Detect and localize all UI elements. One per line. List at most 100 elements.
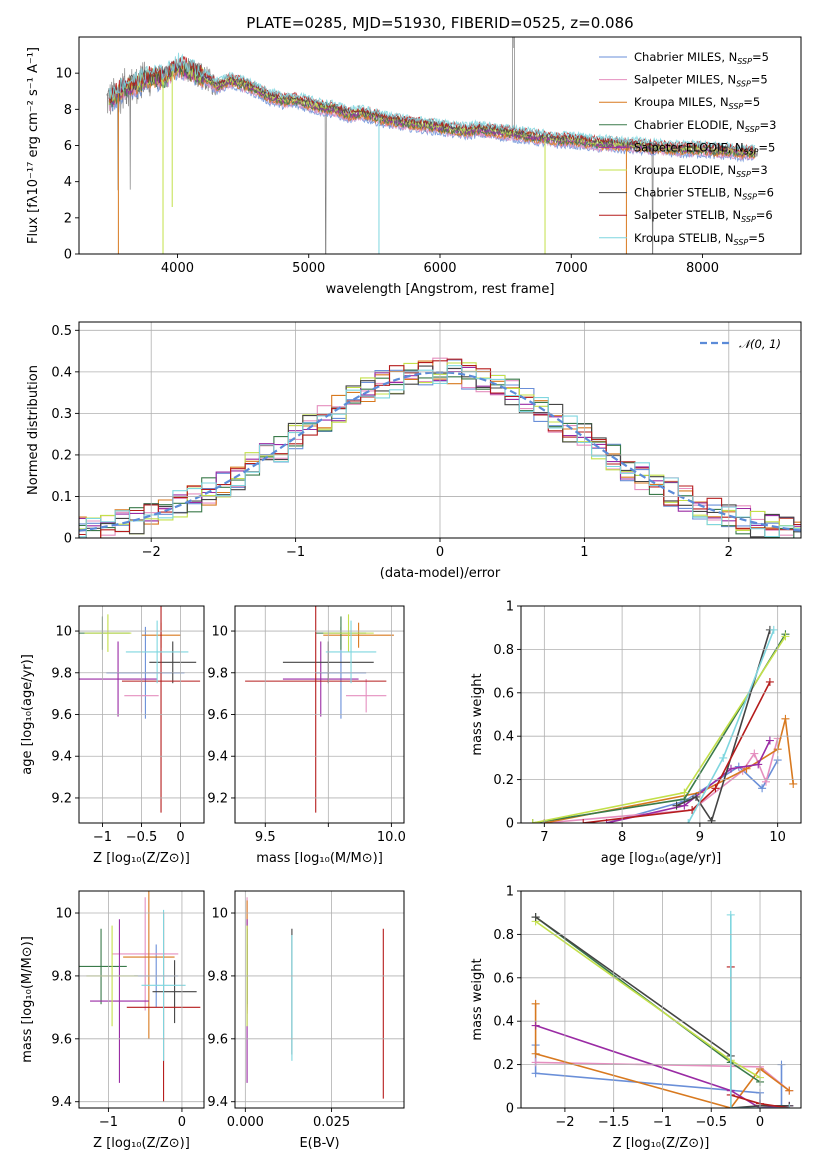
y-tick-label: 10	[55, 907, 72, 922]
axes-residuals: −2 −1 0 1 2 0 0.1 0.2 0.3 0.4 0.5 (data-model)/erro…	[26, 321, 802, 581]
axes-age-vs-mass: 9.5 10.0 9.2 9.4 9.6 9.8 10 mass [log₁₀(M/M⊙)]	[207, 605, 406, 866]
y-tick-label: 0.4	[493, 1015, 514, 1030]
x-tick-label: 2	[725, 545, 733, 560]
y-tick-label: 9.8	[51, 666, 72, 681]
series-marker	[727, 764, 735, 773]
x-axis-label: mass [log₁₀(M/M⊙)]	[256, 851, 383, 866]
x-tick-label: −1.5	[598, 1115, 630, 1130]
series-marker	[531, 1021, 540, 1030]
series-marker	[750, 749, 759, 758]
y-axis-label: mass weight	[470, 958, 485, 1040]
y-tick-label: 0.2	[493, 773, 514, 788]
y-tick-label: 0.8	[493, 928, 514, 943]
x-axis-label: (data-model)/error	[380, 566, 501, 581]
plot-area-age-vs-mass	[245, 606, 394, 813]
y-tick-label: 9.2	[207, 791, 228, 806]
series-line-2	[544, 718, 794, 823]
series-marker	[781, 632, 790, 641]
series-marker	[769, 625, 778, 634]
x-tick-label: −1	[286, 545, 305, 560]
x-tick-label: 4000	[161, 261, 194, 276]
series-marker	[781, 714, 790, 723]
y-tick-label: 8	[64, 103, 72, 118]
series-marker	[765, 736, 774, 745]
x-axis-label: age [log₁₀(age/yr)]	[601, 851, 722, 866]
y-tick-label: 9.8	[207, 666, 228, 681]
y-tick-label: 0.5	[51, 324, 72, 339]
plot-area-mass-vs-EBV	[246, 897, 384, 1099]
x-tick-label: 0	[176, 830, 184, 845]
y-axis-label: mass [log₁₀(M/M⊙)]	[20, 936, 35, 1063]
series-line-6	[676, 629, 771, 823]
y-tick-label: 9.6	[207, 708, 228, 723]
series-marker	[531, 1058, 540, 1067]
y-tick-label: 0.6	[493, 971, 514, 986]
legend: 𝒩(0, 1)	[700, 337, 781, 351]
y-axis-label: mass weight	[470, 673, 485, 755]
axes-mass-weight-vs-Z: −2 −1.5 −1 −0.5 0 0 0.2 0.4 0.6 0.8 1 Z [log₁₀(Z/Z⊙…	[470, 885, 802, 1151]
series-marker	[719, 753, 728, 762]
model-line-8	[108, 52, 756, 152]
y-tick-label: 0.3	[51, 407, 72, 422]
y-tick-label: 1	[506, 885, 514, 900]
y-tick-label: 9.6	[207, 1032, 228, 1047]
chart-title: PLATE=0285, MJD=51930, FIBERID=0525, z=0…	[246, 14, 633, 32]
y-tick-label: 1	[506, 600, 514, 615]
axes-frame	[234, 890, 405, 1109]
y-tick-label: 10	[211, 625, 228, 640]
series-marker	[711, 784, 720, 793]
y-tick-label: 10	[55, 67, 72, 82]
series-marker	[531, 1049, 540, 1058]
series-marker	[707, 816, 716, 823]
series-line-5	[535, 920, 761, 1079]
series-marker	[672, 801, 681, 810]
x-tick-label: 10.0	[377, 830, 406, 845]
x-axis-label: E(B-V)	[299, 1136, 339, 1151]
legend-label: Chabrier MILES, NSSP=5	[634, 50, 769, 66]
axes-mass-vs-Z: −1 0 9.4 9.6 9.8 10 Z [log₁₀(Z/Z⊙)] mass [log₁₀…	[20, 890, 205, 1151]
axes-frame	[234, 605, 405, 824]
series-line-3	[532, 633, 787, 823]
y-tick-label: 0	[64, 532, 72, 547]
y-tick-label: 0.1	[51, 490, 72, 505]
legend-label: 𝒩(0, 1)	[739, 337, 781, 351]
x-tick-label: 0	[178, 1115, 186, 1130]
y-tick-label: 10	[55, 625, 72, 640]
legend-label: Salpeter MILES, NSSP=5	[634, 73, 768, 89]
axes-frame	[78, 605, 205, 824]
legend-label: Chabrier STELIB, NSSP=6	[634, 186, 774, 202]
x-tick-label: 10	[769, 830, 786, 845]
x-tick-label: −0.5	[126, 830, 158, 845]
x-tick-label: −1	[93, 830, 112, 845]
y-tick-label: 0.2	[493, 1058, 514, 1073]
axes-frame	[78, 321, 802, 539]
series-marker	[726, 910, 735, 919]
y-tick-label: 9.8	[207, 969, 228, 984]
x-tick-label: 0.000	[227, 1115, 264, 1130]
y-tick-label: 0.2	[51, 448, 72, 463]
axes-mass-vs-EBV: 0.000 0.025 9.4 9.6 9.8 10 E(B-V)	[207, 890, 405, 1151]
series-marker	[758, 784, 767, 793]
series-marker	[531, 1069, 540, 1078]
legend-label: Kroupa STELIB, NSSP=5	[634, 231, 765, 247]
y-axis-label: Flux [fλ10⁻¹⁷ erg cm⁻² s⁻¹ A⁻¹]	[26, 47, 41, 244]
series-marker	[765, 677, 774, 686]
series-marker	[726, 1104, 735, 1108]
x-tick-label: −0.5	[695, 1115, 727, 1130]
x-tick-label: 9.5	[255, 830, 276, 845]
series-marker	[785, 1104, 794, 1108]
x-tick-label: 9	[696, 830, 704, 845]
x-tick-label: 7	[540, 830, 548, 845]
series-marker	[754, 760, 763, 769]
y-tick-label: 9.4	[207, 1095, 228, 1110]
series-marker	[680, 788, 689, 797]
x-tick-label: −2	[555, 1115, 574, 1130]
y-tick-label: 9.8	[51, 969, 72, 984]
series-marker	[684, 819, 693, 823]
x-axis-label: Z [log₁₀(Z/Z⊙)]	[613, 1136, 710, 1151]
series-marker	[762, 777, 770, 786]
x-axis-label: Z [log₁₀(Z/Z⊙)]	[93, 1136, 190, 1151]
y-tick-label: 0	[64, 248, 72, 263]
y-tick-label: 10	[211, 907, 228, 922]
